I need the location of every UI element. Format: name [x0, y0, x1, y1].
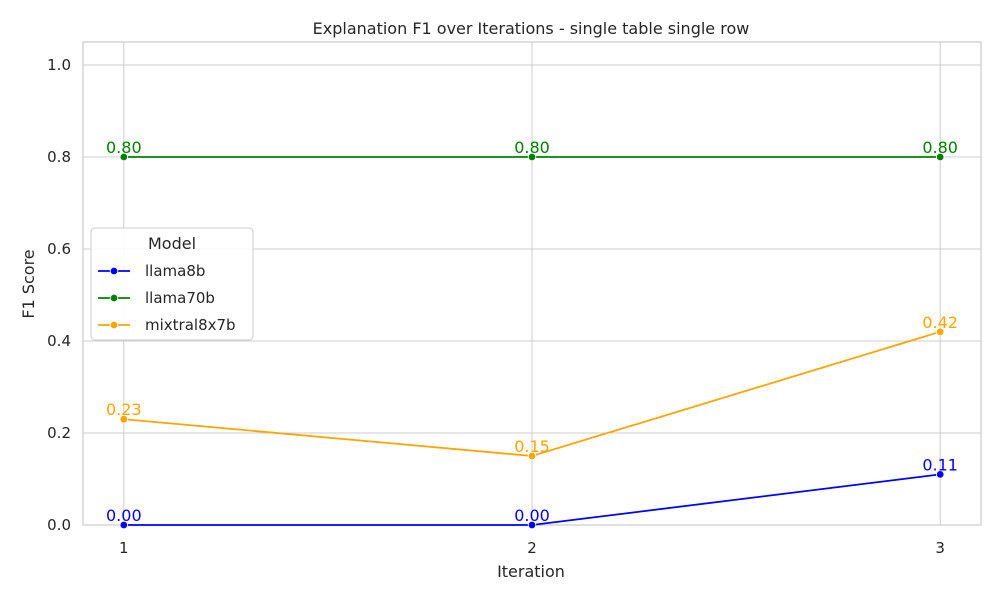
data-label: 0.80 — [106, 138, 142, 157]
x-tick-label: 1 — [119, 539, 129, 557]
legend-label: mixtral8x7b — [145, 316, 236, 334]
legend: Model llama8b llama70b mixtral8x7b — [90, 227, 254, 341]
x-tick-label: 3 — [935, 539, 945, 557]
legend-entry-llama70b: llama70b — [98, 289, 215, 307]
series-mixtral8x7b: 0.23 0.15 0.42 — [106, 313, 958, 461]
data-label: 0.23 — [106, 400, 142, 419]
legend-entry-llama8b: llama8b — [98, 262, 205, 280]
series-llama70b: 0.80 0.80 0.80 — [106, 138, 958, 162]
data-label: 0.15 — [514, 437, 550, 456]
legend-title: Model — [148, 234, 196, 253]
data-label: 0.80 — [514, 138, 550, 157]
y-tick-label: 0.6 — [47, 240, 71, 258]
x-tick-label: 2 — [527, 539, 537, 557]
series-layer: 0.00 0.00 0.11 0.80 0.80 0.80 0.23 0.15 0.42 — [106, 138, 958, 530]
y-tick-label: 0.0 — [47, 516, 71, 534]
data-point — [119, 415, 129, 424]
legend-box — [90, 227, 254, 341]
y-axis-label: F1 Score — [19, 249, 38, 318]
legend-marker — [109, 320, 119, 330]
data-label: 0.80 — [922, 138, 958, 157]
legend-marker — [109, 293, 119, 303]
legend-entries: llama8b llama70b mixtral8x7b — [98, 262, 236, 334]
data-point — [935, 327, 945, 336]
data-point — [527, 520, 537, 530]
data-label: 0.42 — [922, 313, 958, 332]
data-point — [119, 520, 129, 530]
legend-label: llama70b — [145, 289, 215, 307]
series-llama8b: 0.00 0.00 0.11 — [106, 455, 958, 530]
chart-title: Explanation F1 over Iterations - single … — [313, 19, 750, 38]
data-point — [935, 152, 945, 162]
y-tick-label: 1.0 — [47, 56, 71, 74]
data-label: 0.00 — [514, 506, 550, 525]
data-point — [935, 470, 945, 479]
data-point — [119, 152, 129, 162]
y-tick-label: 0.4 — [47, 332, 71, 350]
legend-label: llama8b — [145, 262, 205, 280]
x-axis-label: Iteration — [497, 562, 565, 581]
data-point — [527, 451, 537, 461]
x-axis-ticks: 1 2 3 — [119, 539, 945, 557]
data-point — [527, 152, 537, 162]
data-label: 0.11 — [922, 455, 958, 474]
y-tick-label: 0.8 — [47, 148, 71, 166]
data-label: 0.00 — [106, 506, 142, 525]
y-tick-label: 0.2 — [47, 424, 71, 442]
legend-entry-mixtral8x7b: mixtral8x7b — [98, 316, 236, 334]
legend-marker — [109, 266, 119, 276]
y-axis-ticks: 0.0 0.2 0.4 0.6 0.8 1.0 — [47, 56, 71, 534]
